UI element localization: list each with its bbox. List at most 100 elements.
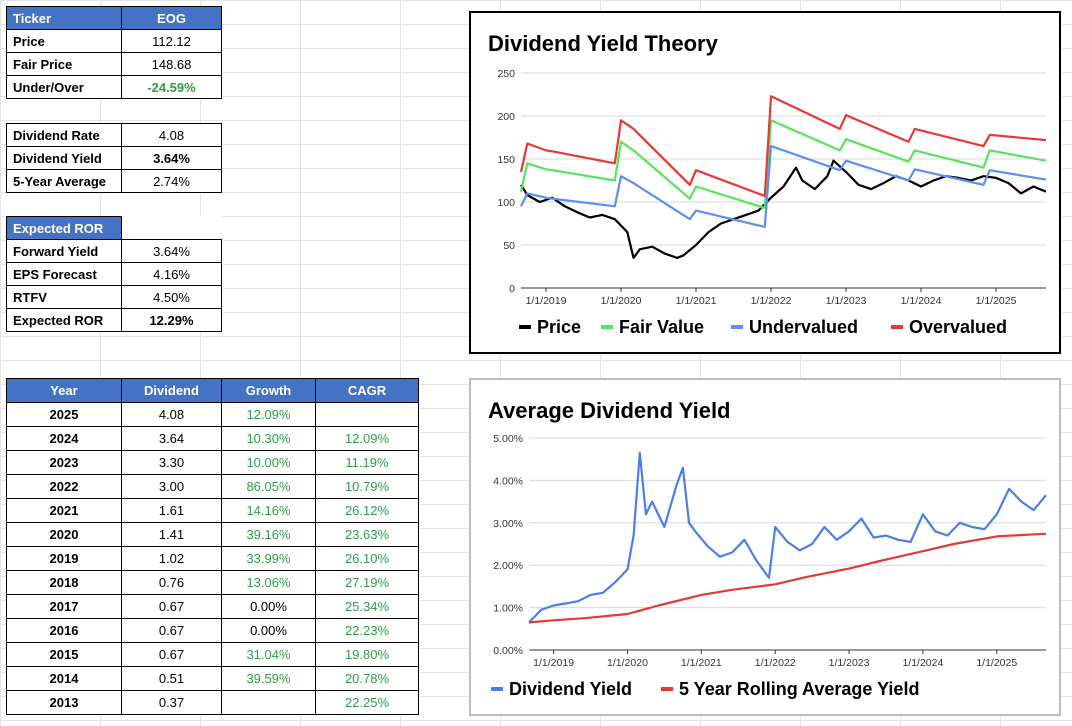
dividend-header-cell[interactable]: Dividend [121,378,222,403]
average-dividend-yield-chart[interactable]: Average Dividend Yield 0.00% 1.00% 2.00% 3.… [469,378,1061,716]
dividend-cell[interactable]: 0.67 [121,618,222,643]
y-tick-label: 200 [497,111,515,123]
cagr-cell[interactable]: 26.12% [315,498,419,523]
under-over-label-cell[interactable]: Under/Over [6,75,122,99]
cagr-cell[interactable]: 10.79% [315,474,419,499]
year-cell[interactable]: 2015 [6,642,122,667]
growth-cell[interactable]: 13.06% [221,570,316,595]
cagr-cell[interactable]: 22.23% [315,618,419,643]
dividend-rate-label-cell[interactable]: Dividend Rate [6,123,122,147]
empty-cell[interactable] [121,216,222,240]
five-year-average-label-cell[interactable]: 5-Year Average [6,169,122,193]
year-cell[interactable]: 2017 [6,594,122,619]
dividend-yield-value-cell[interactable]: 3.64% [121,146,222,170]
series-line-overvalued[interactable] [519,95,1047,198]
growth-cell[interactable]: 31.04% [221,642,316,667]
growth-cell[interactable]: 14.16% [221,498,316,523]
table-row: 2013 0.37 22.25% [6,690,419,715]
growth-cell[interactable]: 39.16% [221,522,316,547]
series-line-undervalued[interactable] [520,145,1047,228]
forward-yield-value-cell[interactable]: 3.64% [121,239,222,263]
year-header-cell[interactable]: Year [6,378,122,403]
cagr-header-cell[interactable]: CAGR [315,378,419,403]
cagr-cell[interactable]: 25.34% [315,594,419,619]
fair-price-label-cell[interactable]: Fair Price [6,52,122,76]
expected-ror-header-cell[interactable]: Expected ROR [6,216,122,240]
cagr-cell[interactable]: 27.19% [315,570,419,595]
year-cell[interactable]: 2014 [6,666,122,691]
eps-forecast-value-cell[interactable]: 4.16% [121,262,222,286]
ticker-value-cell[interactable]: EOG [121,6,222,30]
year-cell[interactable]: 2023 [6,450,122,475]
dividend-yield-theory-chart[interactable]: Dividend Yield Theory 0 50 100 150 200 250 1/1… [469,11,1061,354]
dividend-cell[interactable]: 1.02 [121,546,222,571]
growth-cell[interactable]: 0.00% [221,618,316,643]
cagr-cell[interactable]: 20.78% [315,666,419,691]
dividend-cell[interactable]: 3.64 [121,426,222,451]
growth-cell[interactable]: 39.59% [221,666,316,691]
legend-label[interactable]: Overvalued [909,317,1007,337]
growth-cell[interactable] [221,690,316,715]
legend-label[interactable]: 5 Year Rolling Average Yield [679,679,919,699]
rtfv-label-cell[interactable]: RTFV [6,285,122,309]
eps-forecast-label-cell[interactable]: EPS Forecast [6,262,122,286]
year-cell[interactable]: 2020 [6,522,122,547]
dividend-cell[interactable]: 0.76 [121,570,222,595]
growth-cell[interactable]: 33.99% [221,546,316,571]
growth-cell[interactable]: 10.30% [221,426,316,451]
cagr-cell[interactable]: 23.63% [315,522,419,547]
legend-label[interactable]: Price [537,317,581,337]
price-value-cell[interactable]: 112.12 [121,29,222,53]
year-cell[interactable]: 2018 [6,570,122,595]
dividend-yield-label-cell[interactable]: Dividend Yield [6,146,122,170]
growth-cell[interactable]: 86.05% [221,474,316,499]
growth-cell[interactable]: 0.00% [221,594,316,619]
table-row: 2018 0.76 13.06% 27.19% [6,570,419,595]
legend-label[interactable]: Dividend Yield [509,679,632,699]
series-line-5-year-rolling-average-yield[interactable] [528,532,1047,624]
fair-price-value-cell[interactable]: 148.68 [121,52,222,76]
cagr-cell[interactable]: 11.19% [315,450,419,475]
dividend-cell[interactable]: 1.41 [121,522,222,547]
dividend-cell[interactable]: 0.67 [121,594,222,619]
dividend-cell[interactable]: 4.08 [121,402,222,427]
expected-ror-value-cell[interactable]: 12.29% [121,308,222,332]
growth-cell[interactable]: 12.09% [221,402,316,427]
dividend-rate-value-cell[interactable]: 4.08 [121,123,222,147]
dividend-cell[interactable]: 0.37 [121,690,222,715]
cagr-cell[interactable]: 12.09% [315,426,419,451]
five-year-average-value-cell[interactable]: 2.74% [121,169,222,193]
rtfv-value-cell[interactable]: 4.50% [121,285,222,309]
x-tick-label: 1/1/2020 [607,657,648,669]
ticker-label-cell[interactable]: Ticker [6,6,122,30]
year-cell[interactable]: 2013 [6,690,122,715]
series-line-price[interactable] [520,159,1047,259]
growth-header-cell[interactable]: Growth [221,378,316,403]
dividend-cell[interactable]: 3.00 [121,474,222,499]
forward-yield-label-cell[interactable]: Forward Yield [6,239,122,263]
cagr-cell[interactable]: 26.10% [315,546,419,571]
legend-label[interactable]: Undervalued [749,317,858,337]
under-over-value-cell[interactable]: -24.59% [121,75,222,99]
y-tick-label: 1.00% [493,603,523,615]
dividend-cell[interactable]: 3.30 [121,450,222,475]
year-cell[interactable]: 2024 [6,426,122,451]
legend-label[interactable]: Fair Value [619,317,704,337]
expected-ror-label-cell[interactable]: Expected ROR [6,308,122,332]
dividend-cell[interactable]: 0.67 [121,642,222,667]
series-line-fair-value[interactable] [519,119,1047,210]
year-cell[interactable]: 2025 [6,402,122,427]
cagr-cell[interactable] [315,402,419,427]
growth-cell[interactable]: 10.00% [221,450,316,475]
cagr-cell[interactable]: 22.25% [315,690,419,715]
series-line-dividend-yield[interactable] [528,451,1047,624]
year-cell[interactable]: 2022 [6,474,122,499]
year-cell[interactable]: 2016 [6,618,122,643]
price-label-cell[interactable]: Price [6,29,122,53]
year-cell[interactable]: 2021 [6,498,122,523]
cagr-cell[interactable]: 19.80% [315,642,419,667]
dividend-cell[interactable]: 1.61 [121,498,222,523]
year-cell[interactable]: 2019 [6,546,122,571]
dividend-cell[interactable]: 0.51 [121,666,222,691]
x-tick-label: 1/1/2025 [976,295,1017,307]
